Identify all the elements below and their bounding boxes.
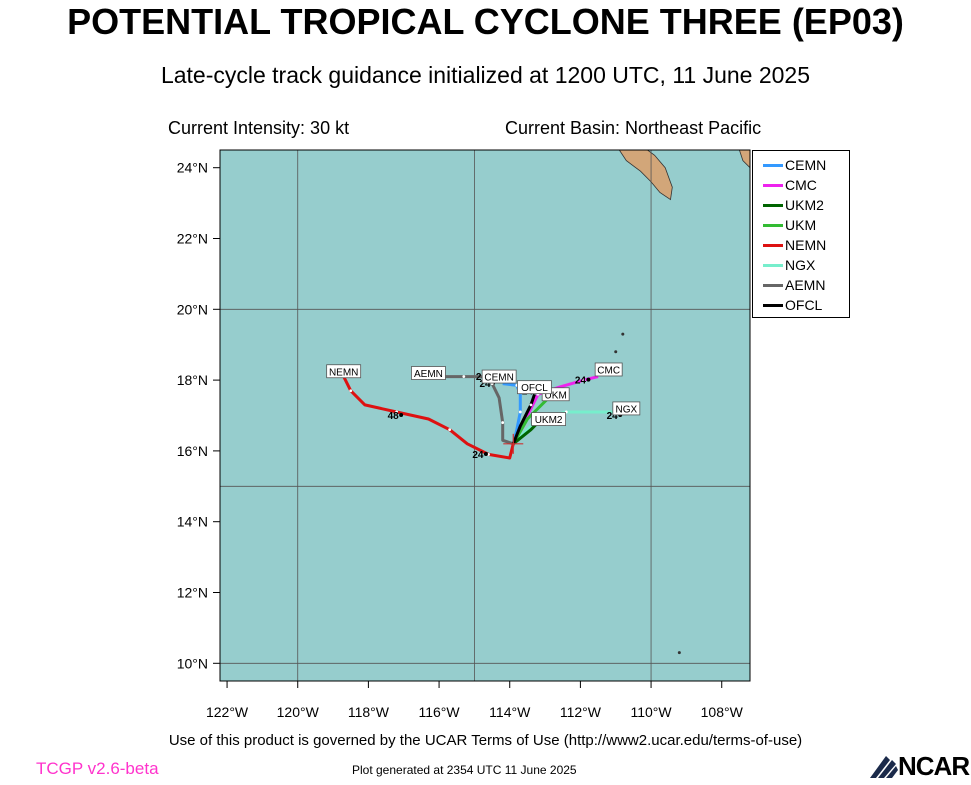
track-end-box-nemn	[326, 364, 362, 379]
legend-swatch	[763, 223, 783, 227]
legend-label: AEMN	[785, 277, 826, 293]
lon-tick-label: 118°W	[348, 704, 390, 720]
track-ofcl	[511, 393, 536, 445]
track-point-aemn	[501, 421, 505, 424]
track-end-label-nemn: NEMN	[329, 367, 358, 378]
track-end-label-ofcl: OFCL	[521, 383, 548, 394]
track-end-box-ngx	[612, 401, 641, 416]
current-intensity: Current Intensity: 30 kt	[168, 118, 350, 138]
lon-tick-label: 120°W	[277, 704, 320, 720]
time-label-nemn: 24	[472, 450, 484, 461]
lat-tick-label: 10°N	[177, 655, 208, 671]
track-end-label-aemn: AEMN	[414, 369, 443, 380]
version-label: TCGP v2.6-beta	[36, 759, 159, 778]
time-marker-nemn	[483, 451, 488, 456]
current-basin: Current Basin: Northeast Pacific	[505, 118, 762, 138]
legend-label: OFCL	[785, 297, 823, 313]
chart-subtitle: Late-cycle track guidance initialized at…	[160, 62, 811, 88]
lon-tick-label: 114°W	[489, 704, 531, 720]
track-end-box-cmc	[594, 362, 623, 377]
legend-label: CEMN	[785, 157, 827, 173]
legend-label: NEMN	[785, 237, 827, 253]
legend-swatch	[763, 283, 783, 287]
legend-swatch	[763, 263, 783, 267]
legend-swatch	[763, 303, 783, 307]
time-marker-cmc	[586, 377, 591, 382]
baja-california-land	[618, 149, 673, 201]
ncar-logo-icon	[870, 756, 898, 778]
time-marker-nemn	[399, 413, 404, 418]
track-point-cemn	[518, 410, 522, 414]
legend: CEMN CMC UKM2 UKM NEMN NGX AEMN OFCL	[752, 150, 850, 318]
island-2	[677, 651, 681, 655]
time-label-cemn: 24	[479, 379, 491, 390]
legend-label: NGX	[785, 257, 816, 273]
track-end-box-cemn	[481, 369, 517, 384]
legend-item-cemn: CEMN	[763, 155, 826, 175]
time-label-ngx: 24	[607, 411, 619, 422]
legend-swatch	[763, 203, 783, 207]
track-point-ofcl	[529, 403, 533, 407]
time-label-aemn: 24	[476, 372, 488, 383]
legend-item-cmc: CMC	[763, 175, 817, 195]
chart-title: POTENTIAL TROPICAL CYCLONE THREE (EP03)	[67, 1, 904, 42]
track-end-box-ofcl	[517, 380, 552, 395]
track-end-box-aemn	[411, 366, 446, 380]
legend-item-ngx: NGX	[763, 255, 815, 275]
legend-swatch	[763, 183, 783, 187]
legend-item-nemn: NEMN	[763, 235, 826, 255]
ocean-background	[220, 150, 750, 681]
track-end-label-cmc: CMC	[597, 365, 620, 376]
lon-tick-label: 108°W	[701, 704, 744, 720]
lat-tick-label: 14°N	[177, 514, 208, 530]
island-1	[614, 350, 618, 354]
legend-item-ukm: UKM	[763, 215, 816, 235]
track-end-label-ukm2: UKM2	[535, 415, 563, 426]
time-label-cmc: 24	[575, 376, 587, 387]
track-cemn	[502, 382, 522, 445]
track-point-nemn	[349, 389, 353, 393]
lon-tick-label: 122°W	[206, 704, 249, 720]
legend-swatch	[763, 163, 783, 167]
track-point-nemn	[448, 428, 452, 432]
lat-tick-label: 18°N	[177, 372, 208, 388]
lat-tick-label: 12°N	[177, 585, 208, 601]
track-end-label-ngx: NGX	[615, 404, 637, 415]
track-nemn	[342, 375, 515, 460]
track-end-box-ukm2	[531, 412, 566, 426]
ncar-logo-text: NCAR	[898, 751, 970, 781]
legend-swatch	[763, 243, 783, 247]
island-0	[621, 332, 625, 336]
track-point-aemn	[462, 375, 466, 378]
ncar-logo: NCAR	[868, 750, 970, 781]
terms-of-use: Use of this product is governed by the U…	[168, 732, 803, 749]
legend-label: UKM2	[785, 197, 824, 213]
lat-tick-label: 22°N	[177, 231, 208, 247]
track-point-cmc	[582, 378, 586, 382]
track-aemn	[442, 375, 514, 446]
lon-tick-label: 112°W	[560, 704, 602, 720]
lon-tick-label: 110°W	[630, 704, 672, 720]
legend-item-ofcl: OFCL	[763, 295, 822, 315]
lat-tick-label: 20°N	[177, 301, 208, 317]
lon-tick-label: 116°W	[418, 704, 460, 720]
legend-label: UKM	[785, 217, 817, 233]
lat-tick-label: 16°N	[177, 443, 208, 459]
legend-item-aemn: AEMN	[763, 275, 825, 295]
map-frame	[219, 149, 751, 682]
plot-generated-time: Plot generated at 2354 UTC 11 June 2025	[352, 763, 577, 777]
time-label-nemn: 48	[388, 411, 400, 422]
legend-item-ukm2: UKM2	[763, 195, 824, 215]
lat-tick-label: 24°N	[177, 160, 208, 176]
legend-label: CMC	[785, 177, 817, 193]
track-end-label-cemn: CEMN	[484, 373, 513, 384]
track-point-nemn	[395, 410, 399, 414]
track-end-label-ukm: UKM	[545, 390, 567, 401]
